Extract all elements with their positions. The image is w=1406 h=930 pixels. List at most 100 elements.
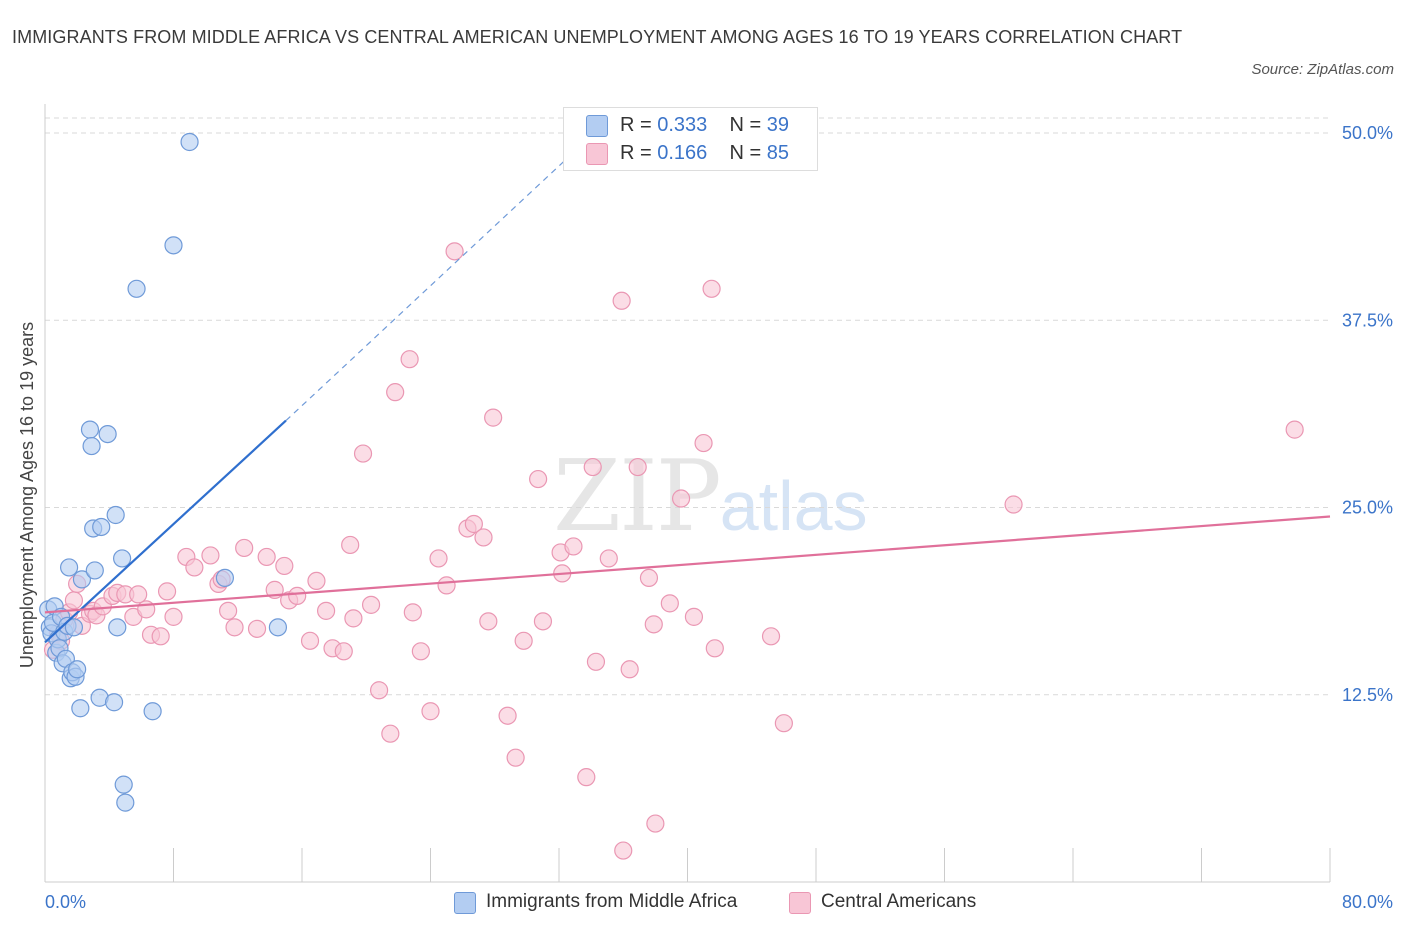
data-point bbox=[235, 538, 254, 558]
data-point bbox=[68, 660, 87, 679]
data-point bbox=[694, 433, 713, 453]
y-tick-label: 50.0% bbox=[1342, 123, 1393, 143]
data-point bbox=[564, 537, 583, 556]
series-central-americans bbox=[43, 242, 1304, 860]
data-point bbox=[381, 724, 400, 743]
data-point bbox=[143, 702, 162, 721]
data-point bbox=[104, 693, 124, 712]
data-point bbox=[1004, 495, 1023, 514]
data-point bbox=[586, 652, 606, 671]
data-point bbox=[59, 558, 79, 577]
series-legend: Immigrants from Middle Africa Central Am… bbox=[0, 889, 1406, 917]
axes bbox=[44, 104, 1331, 883]
data-point bbox=[288, 586, 307, 605]
data-point bbox=[514, 631, 533, 650]
data-point bbox=[671, 489, 691, 508]
data-point bbox=[72, 570, 92, 589]
data-point bbox=[219, 601, 238, 620]
gridlines bbox=[45, 117, 1330, 696]
data-point bbox=[1285, 420, 1304, 439]
data-point bbox=[98, 424, 117, 444]
legend-swatch-blue bbox=[586, 115, 608, 137]
data-point bbox=[644, 615, 663, 634]
data-point bbox=[421, 702, 440, 721]
legend-swatch-blue bbox=[454, 892, 476, 914]
data-point bbox=[702, 279, 721, 298]
data-point bbox=[577, 768, 596, 787]
data-point bbox=[484, 408, 503, 427]
n-value: 85 bbox=[766, 142, 790, 164]
r-value: 0.333 bbox=[657, 114, 708, 136]
y-tick-label: 37.5% bbox=[1342, 310, 1393, 330]
data-point bbox=[307, 571, 326, 591]
x-tick-label: 80.0% bbox=[1342, 892, 1393, 912]
data-point bbox=[151, 627, 170, 646]
data-point bbox=[64, 591, 84, 610]
data-point bbox=[370, 681, 389, 700]
correlation-legend: R = 0.333 N = 39 R = 0.166 N = 85 bbox=[563, 107, 818, 171]
data-point bbox=[127, 279, 146, 298]
y-tick-label: 25.0% bbox=[1342, 498, 1393, 518]
data-point bbox=[185, 558, 204, 577]
watermark-atlas: atlas bbox=[719, 467, 868, 545]
data-point bbox=[215, 568, 234, 588]
data-point bbox=[386, 383, 405, 402]
data-point bbox=[164, 607, 183, 626]
data-point bbox=[614, 841, 633, 860]
data-point bbox=[112, 549, 132, 568]
data-point bbox=[64, 618, 84, 637]
data-point bbox=[437, 576, 456, 595]
n-value: 39 bbox=[766, 114, 790, 136]
y-tick-label: 12.5% bbox=[1342, 685, 1393, 705]
data-point bbox=[341, 535, 360, 555]
data-point bbox=[106, 505, 125, 525]
data-point bbox=[464, 514, 483, 534]
trend-lines bbox=[44, 155, 1331, 644]
data-point bbox=[344, 609, 363, 628]
data-point bbox=[225, 618, 244, 637]
data-point bbox=[82, 436, 101, 456]
trend-line-blue bbox=[44, 419, 287, 644]
legend-label: Central Americans bbox=[821, 891, 977, 912]
data-point bbox=[533, 612, 553, 631]
data-point bbox=[479, 612, 498, 631]
data-point bbox=[400, 350, 419, 369]
legend-swatch-pink bbox=[789, 892, 811, 914]
data-point bbox=[129, 585, 148, 604]
data-point bbox=[445, 242, 464, 261]
data-point bbox=[80, 420, 100, 439]
data-point bbox=[639, 568, 659, 588]
source-label: Source: ZipAtlas.com bbox=[1251, 61, 1394, 78]
data-point bbox=[116, 793, 135, 812]
x-tick-label: 0.0% bbox=[45, 892, 86, 912]
data-point bbox=[705, 639, 724, 658]
data-point bbox=[529, 469, 548, 489]
data-point bbox=[612, 291, 631, 310]
data-point bbox=[334, 642, 353, 661]
data-point bbox=[180, 132, 199, 152]
legend-label: Immigrants from Middle Africa bbox=[486, 891, 738, 912]
data-point bbox=[353, 444, 373, 463]
data-point bbox=[620, 660, 639, 679]
data-point bbox=[275, 556, 294, 576]
data-point bbox=[361, 595, 381, 614]
data-point bbox=[429, 549, 448, 568]
r-label: R = bbox=[620, 114, 658, 136]
data-point bbox=[761, 627, 781, 646]
data-point bbox=[506, 748, 525, 767]
data-point bbox=[71, 699, 90, 718]
data-point bbox=[498, 706, 517, 725]
n-label: N = bbox=[729, 142, 767, 164]
data-point bbox=[247, 619, 267, 638]
n-label: N = bbox=[729, 114, 767, 136]
data-point bbox=[599, 549, 618, 568]
data-point bbox=[403, 603, 422, 622]
data-point bbox=[114, 775, 133, 794]
series-immigrants-middle-africa bbox=[39, 132, 288, 812]
tick-labels: 12.5% 25.0% 37.5% 50.0% 0.0% 80.0% bbox=[45, 123, 1393, 912]
legend-swatch-pink bbox=[586, 143, 608, 165]
data-point bbox=[474, 528, 493, 547]
trend-line-pink bbox=[44, 515, 1331, 614]
data-point bbox=[164, 236, 183, 255]
